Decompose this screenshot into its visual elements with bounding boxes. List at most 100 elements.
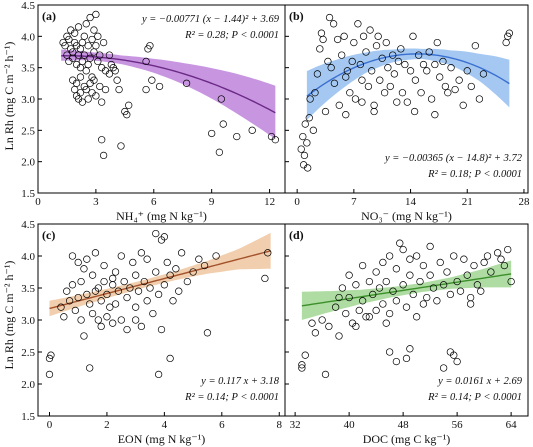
data-point — [439, 57, 447, 66]
data-point — [72, 79, 81, 87]
data-point — [126, 284, 134, 292]
data-point — [92, 10, 100, 19]
data-point — [94, 32, 102, 40]
data-point — [423, 293, 431, 302]
data-point — [45, 354, 54, 363]
data-point — [146, 284, 154, 292]
data-point — [450, 351, 458, 359]
data-point — [497, 255, 505, 263]
data-point — [57, 303, 65, 311]
data-point — [350, 38, 358, 47]
data-point — [384, 64, 392, 72]
data-point — [365, 277, 374, 286]
x-tick-label: 48 — [398, 419, 410, 431]
y-tick-label: 1.5 — [21, 411, 35, 423]
y-tick-label: 2.0 — [21, 379, 35, 391]
y-tick-label: 2.0 — [21, 157, 35, 169]
equation-annotation: R² = 0.14; P < 0.0001 — [427, 392, 522, 403]
data-point — [305, 114, 313, 122]
data-point — [329, 20, 338, 28]
data-point — [98, 136, 106, 144]
data-point — [439, 364, 448, 372]
data-point — [375, 284, 384, 292]
data-point — [208, 129, 216, 138]
data-point — [402, 354, 411, 363]
data-point — [352, 281, 360, 289]
x-tick-label: 14 — [405, 196, 417, 208]
data-point — [436, 258, 444, 267]
fit-line — [49, 250, 271, 310]
data-point — [134, 287, 143, 295]
data-point — [406, 67, 415, 75]
data-point — [68, 252, 77, 260]
data-point — [415, 51, 423, 59]
data-point — [309, 126, 318, 134]
data-point — [82, 67, 90, 75]
data-point — [105, 70, 114, 78]
data-point — [152, 268, 160, 276]
data-point — [319, 35, 327, 44]
data-point — [123, 325, 131, 334]
data-point — [303, 139, 311, 147]
data-point — [175, 287, 183, 295]
data-point — [331, 303, 340, 311]
data-point — [91, 249, 100, 257]
data-point — [441, 82, 450, 91]
data-point — [466, 293, 475, 302]
data-point — [399, 281, 407, 289]
x-tick-label: 0 — [294, 196, 300, 208]
data-point — [358, 297, 367, 305]
data-point — [74, 293, 82, 302]
equation-annotation: y = 0.117 x + 3.18 — [200, 376, 280, 387]
data-point — [402, 303, 411, 311]
data-point — [370, 107, 378, 116]
data-point — [436, 73, 444, 81]
data-point — [386, 82, 394, 91]
data-point — [166, 271, 174, 279]
x-tick-label: 3 — [93, 196, 99, 208]
data-point — [356, 60, 364, 69]
data-point — [152, 229, 160, 238]
data-point — [419, 60, 428, 69]
x-tick-label: 0 — [47, 419, 53, 431]
data-point — [111, 67, 119, 75]
x-tick-label: 12 — [264, 196, 275, 208]
equation-annotation: y = 0.0161 x + 2.69 — [437, 376, 523, 387]
data-point — [426, 242, 434, 251]
data-point — [60, 313, 68, 321]
data-point — [146, 42, 154, 50]
data-point — [358, 261, 367, 270]
data-point — [335, 101, 343, 109]
data-point — [84, 60, 92, 69]
data-point — [345, 271, 353, 279]
data-point — [327, 64, 335, 72]
data-point — [71, 306, 79, 315]
data-point — [456, 287, 465, 295]
panel-d: 32 40 48 56 64 DOC (mg C kg⁻¹) (d) y = 0.0161 x… — [284, 223, 529, 446]
data-point — [111, 300, 120, 308]
x-tick-label: 7 — [351, 196, 357, 208]
data-point — [300, 151, 309, 160]
data-point — [390, 70, 399, 78]
data-point — [160, 233, 169, 241]
data-point — [155, 82, 164, 91]
data-point — [338, 51, 346, 59]
plot-frame — [284, 223, 529, 417]
data-point — [380, 89, 389, 97]
data-point — [378, 54, 386, 62]
data-point — [370, 101, 378, 109]
data-point — [392, 297, 401, 305]
data-point — [304, 164, 312, 172]
data-point — [321, 107, 330, 116]
y-tick-label: 2.5 — [21, 125, 35, 137]
y-tick-label: 3.0 — [21, 94, 35, 106]
data-point — [382, 277, 390, 286]
data-point — [65, 297, 74, 305]
data-point — [480, 258, 488, 267]
y-tick-label: 4.5 — [21, 219, 35, 231]
data-point — [45, 370, 54, 379]
data-point — [453, 357, 461, 366]
data-point — [212, 252, 220, 260]
x-tick-label: 6 — [219, 419, 225, 431]
data-point — [313, 70, 322, 78]
